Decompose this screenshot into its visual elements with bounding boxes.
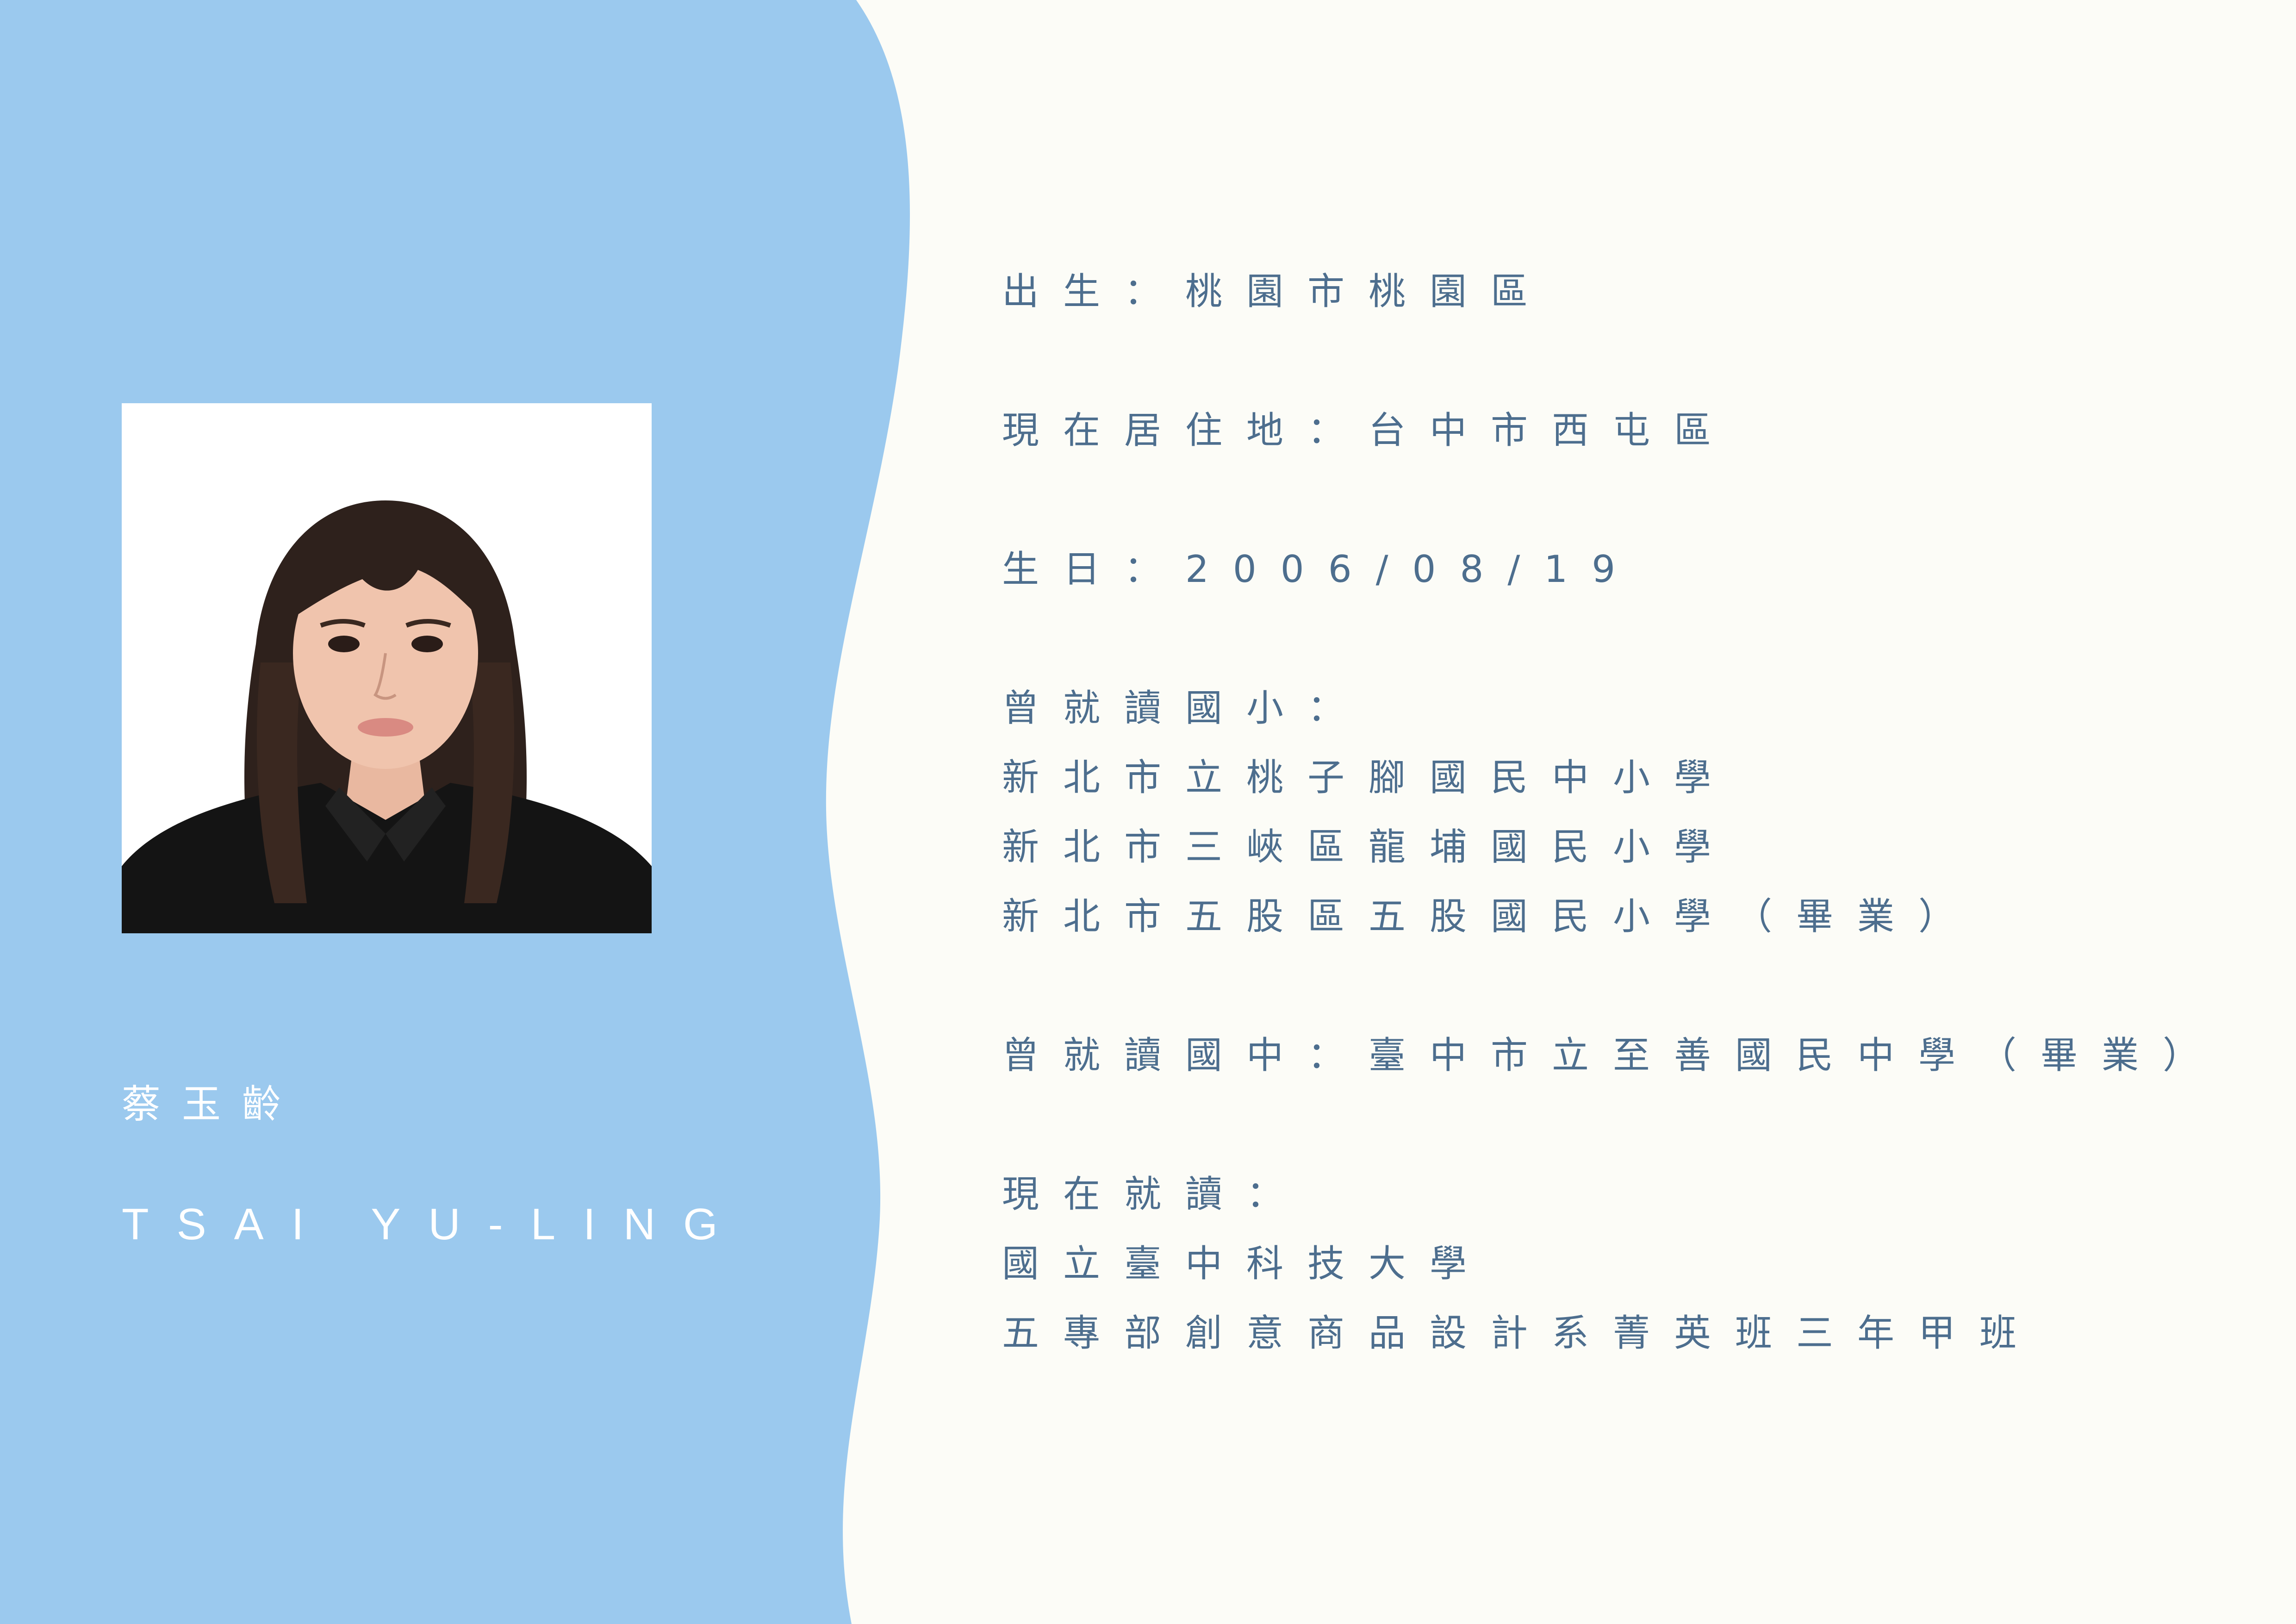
current-program: 五專部創意商品設計系菁英班三年甲班	[1002, 1312, 2041, 1355]
name-chinese: 蔡玉齡	[122, 1081, 303, 1127]
current-heading: 現在就讀：	[1002, 1173, 1307, 1216]
elementary-school-2: 新北市三峽區龍埔國民小學	[1002, 825, 1735, 868]
residence-line: 現在居住地：台中市西屯區	[1002, 409, 1735, 452]
elementary-school-3: 新北市五股區五股國民小學（畢業）	[1002, 895, 1979, 938]
birthplace-line: 出生：桃園市桃園區	[1002, 270, 1552, 313]
elementary-heading: 曾就讀國小：	[1002, 687, 1369, 730]
name-english: TSAI YU-LING	[122, 1199, 746, 1249]
junior-high-line: 曾就讀國中：臺中市立至善國民中學（畢業）	[1002, 1034, 2224, 1077]
profile-photo	[122, 403, 652, 933]
elementary-school-1: 新北市立桃子腳國民中小學	[1002, 756, 1735, 799]
current-school: 國立臺中科技大學	[1002, 1242, 1491, 1285]
birthday-line: 生日：2006/08/19	[1002, 548, 1640, 591]
portrait-icon	[122, 403, 652, 933]
